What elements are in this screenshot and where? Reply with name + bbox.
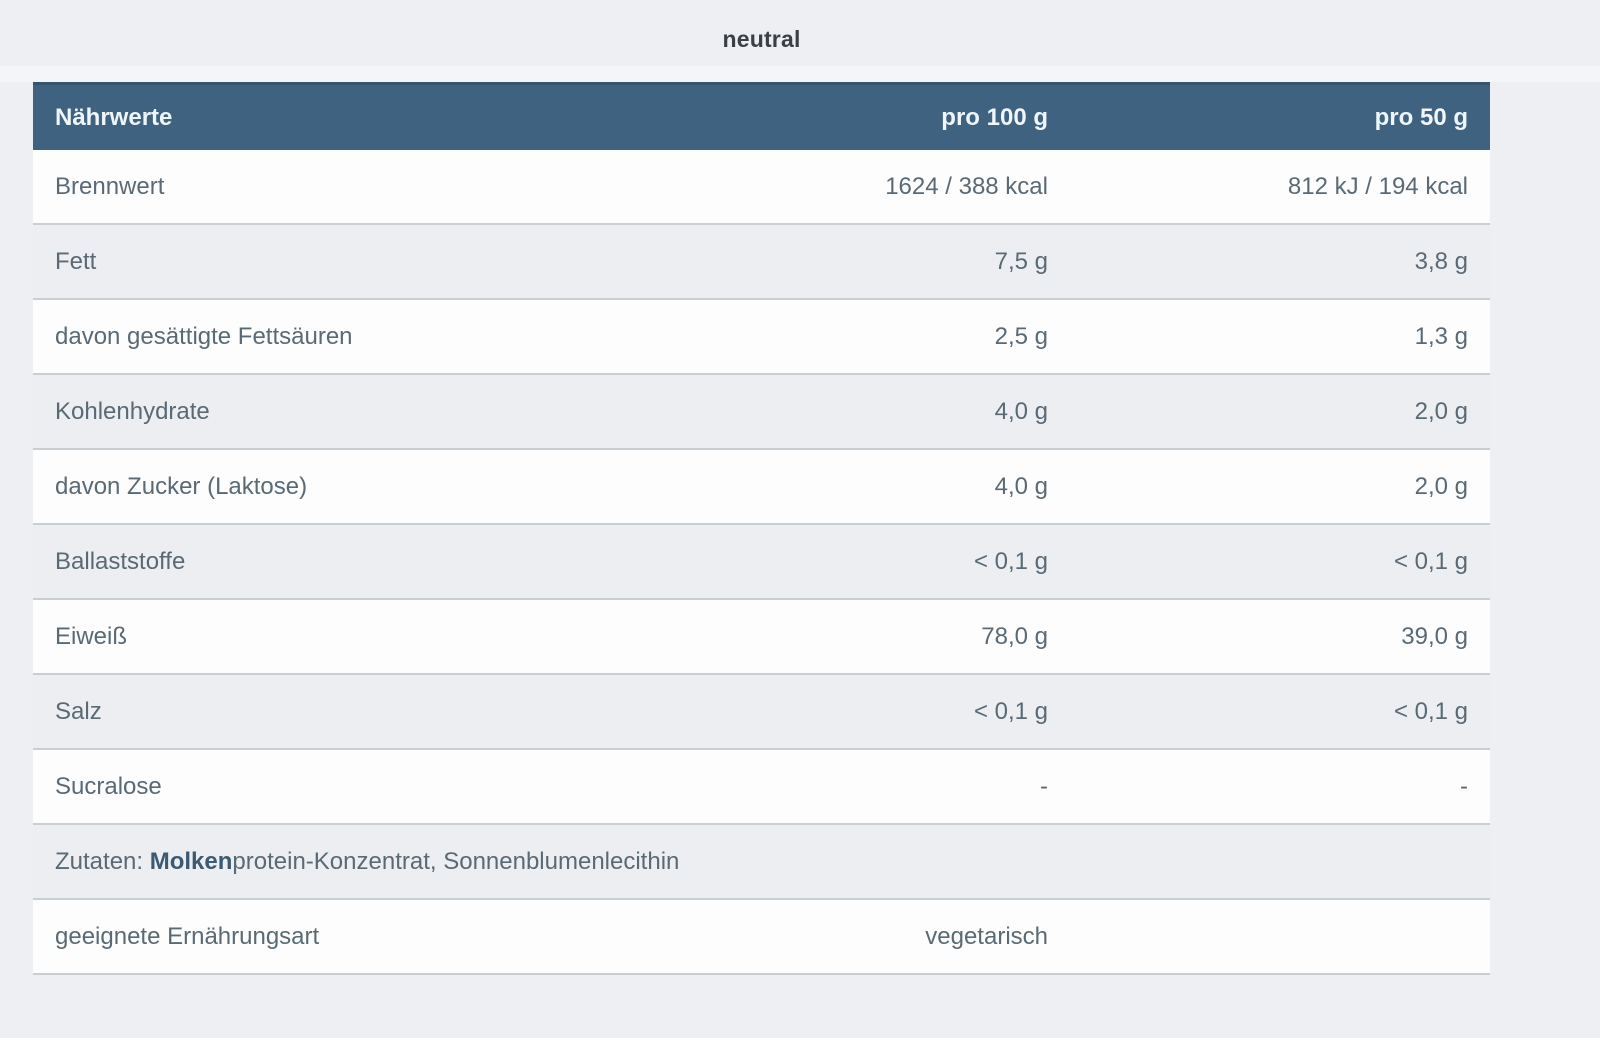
nutrient-label: Eiweiß (55, 622, 128, 650)
nutrient-value-per-100g: 78,0 g (981, 622, 1048, 650)
ingredients-prefix: Zutaten: (55, 847, 150, 875)
table-row: Kohlenhydrate 4,0 g 2,0 g (33, 375, 1490, 450)
ingredients-row: Zutaten: Molkenprotein-Konzentrat, Sonne… (33, 825, 1490, 900)
nutrient-label: Sucralose (55, 772, 162, 800)
nutrient-value-per-50g: 2,0 g (1414, 472, 1468, 500)
nutrient-value-per-100g: 2,5 g (994, 322, 1048, 350)
nutrition-table: Nährwerte pro 100 g pro 50 g Brennwert 1… (33, 82, 1490, 975)
diet-type-label: geeignete Ernährungsart (55, 922, 320, 950)
table-row: davon Zucker (Laktose) 4,0 g 2,0 g (33, 450, 1490, 525)
table-row: Ballaststoffe < 0,1 g < 0,1 g (33, 525, 1490, 600)
nutrient-value-per-100g: 4,0 g (994, 397, 1048, 425)
table-header-row: Nährwerte pro 100 g pro 50 g (33, 82, 1490, 150)
nutrient-value-per-50g: 812 kJ / 194 kcal (1287, 172, 1468, 200)
table-row: Eiweiß 78,0 g 39,0 g (33, 600, 1490, 675)
table-row: Fett 7,5 g 3,8 g (33, 225, 1490, 300)
nutrient-value-per-50g: 3,8 g (1414, 247, 1468, 275)
table-row: Brennwert 1624 / 388 kcal 812 kJ / 194 k… (33, 150, 1490, 225)
nutrient-value-per-100g: - (1040, 772, 1048, 800)
nutrient-label: davon Zucker (Laktose) (55, 472, 308, 500)
header-per-50g-label: pro 50 g (1374, 103, 1468, 131)
table-row: Salz < 0,1 g < 0,1 g (33, 675, 1490, 750)
nutrient-value-per-100g: 1624 / 388 kcal (885, 172, 1048, 200)
pre-table-strip (0, 66, 1600, 82)
nutrient-label: Kohlenhydrate (55, 397, 210, 425)
nutrient-value-per-100g: < 0,1 g (973, 547, 1048, 575)
nutrient-label: Salz (55, 697, 102, 725)
nutrient-value-per-50g: 1,3 g (1414, 322, 1468, 350)
table-row: Sucralose - - (33, 750, 1490, 825)
nutrient-value-per-100g: 7,5 g (994, 247, 1048, 275)
nutrient-value-per-100g: 4,0 g (994, 472, 1048, 500)
diet-type-row: geeignete Ernährungsart vegetarisch (33, 900, 1490, 975)
nutrient-value-per-100g: < 0,1 g (973, 697, 1048, 725)
table-body: Brennwert 1624 / 388 kcal 812 kJ / 194 k… (33, 150, 1490, 825)
header-nutrients-label: Nährwerte (55, 103, 173, 131)
table-row: davon gesättigte Fettsäuren 2,5 g 1,3 g (33, 300, 1490, 375)
nutrient-label: davon gesättigte Fettsäuren (55, 322, 353, 350)
ingredients-text: Zutaten: Molkenprotein-Konzentrat, Sonne… (33, 848, 679, 876)
nutrient-label: Brennwert (55, 172, 165, 200)
ingredients-rest: protein-Konzentrat, Sonnenblumenlecithin (232, 847, 680, 875)
nutrient-value-per-50g: 2,0 g (1414, 397, 1468, 425)
ingredients-bold-part: Molken (149, 847, 233, 875)
nutrient-value-per-50g: < 0,1 g (1393, 697, 1468, 725)
product-variant-title: neutral (722, 26, 801, 52)
header-per-100g-label: pro 100 g (941, 103, 1048, 131)
nutrient-label: Ballaststoffe (55, 547, 186, 575)
nutrient-label: Fett (55, 247, 97, 275)
nutrient-value-per-50g: - (1460, 772, 1468, 800)
nutrient-value-per-50g: < 0,1 g (1393, 547, 1468, 575)
nutrient-value-per-50g: 39,0 g (1401, 622, 1468, 650)
diet-type-value: vegetarisch (925, 922, 1048, 950)
